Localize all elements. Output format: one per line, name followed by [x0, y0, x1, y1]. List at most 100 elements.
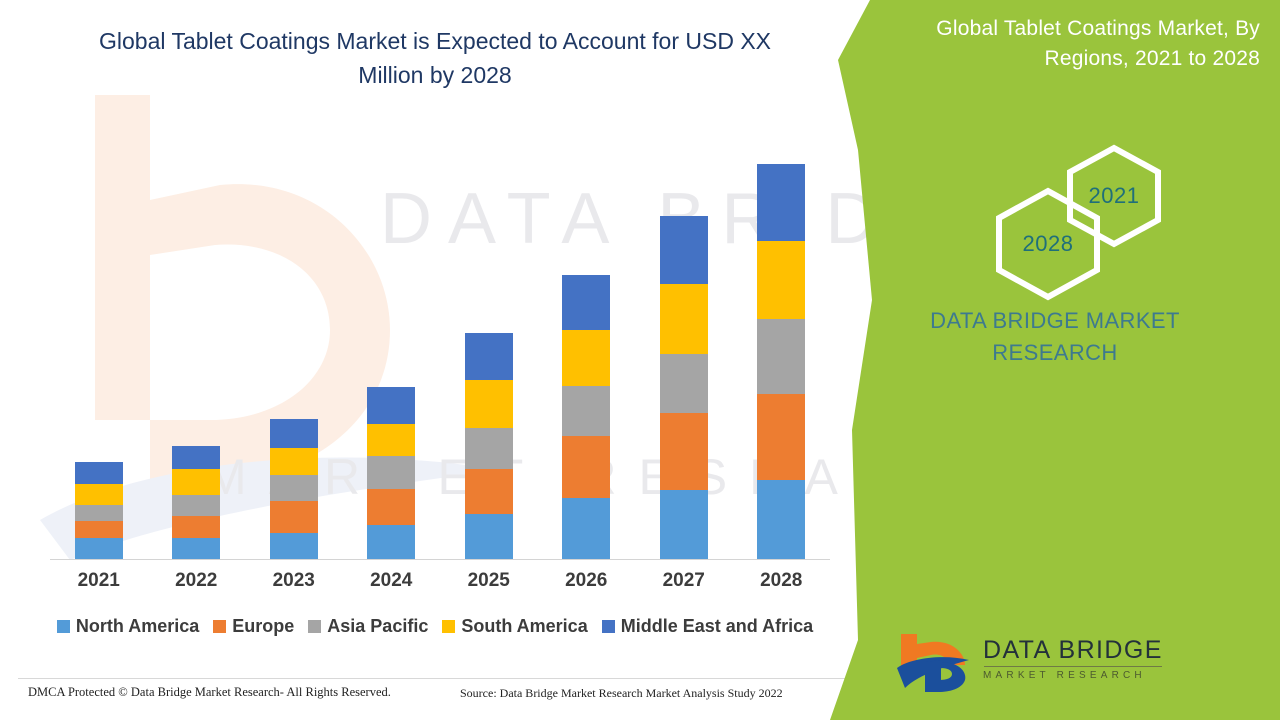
x-axis-tick-label: 2022: [175, 570, 218, 591]
hexagon-icon: [996, 187, 1100, 301]
bar-segment[interactable]: [367, 424, 416, 457]
bar-segment[interactable]: [74, 520, 123, 538]
bar-segment[interactable]: [269, 533, 318, 559]
bar-segment[interactable]: [269, 418, 318, 448]
bar-segment[interactable]: [74, 537, 123, 559]
bar-segment[interactable]: [659, 489, 708, 559]
x-axis-tick-label: 2027: [662, 570, 705, 591]
legend-item[interactable]: Middle East and Africa: [601, 616, 814, 637]
footer-copyright: DMCA Protected © Data Bridge Market Rese…: [28, 685, 391, 699]
bar-stack[interactable]: [464, 333, 513, 559]
bar-stack[interactable]: [562, 274, 611, 559]
legend-swatch: [56, 620, 70, 633]
bar-stack[interactable]: [172, 446, 221, 559]
bar-stack[interactable]: [367, 386, 416, 559]
bar-stack[interactable]: [757, 164, 806, 559]
footer-source: Source: Data Bridge Market Research Mark…: [460, 686, 783, 700]
logo-text: DATA BRIDGE MARKET RESEARCH: [983, 636, 1183, 681]
bar-segment[interactable]: [464, 333, 513, 381]
bar-stack[interactable]: [74, 461, 123, 559]
brand-name-line-2: RESEARCH: [992, 340, 1118, 365]
legend-label: Middle East and Africa: [620, 616, 814, 636]
logo-divider: [984, 666, 1162, 667]
footer-divider: [18, 678, 848, 679]
page-title: Global Tablet Coatings Market is Expecte…: [98, 28, 772, 88]
x-axis-line: [50, 559, 830, 560]
data-bridge-mark-icon: [897, 634, 969, 692]
chart-legend: North America Europe Asia Pacific South Ame…: [40, 616, 830, 637]
bar-segment[interactable]: [464, 514, 513, 559]
bar-group: [50, 150, 830, 559]
hexagon-label-2021: 2021: [1088, 183, 1140, 208]
bar-column: [245, 150, 343, 559]
bar-column: [733, 150, 831, 559]
bar-segment[interactable]: [757, 164, 806, 241]
bar-segment[interactable]: [74, 461, 123, 485]
bar-segment[interactable]: [367, 456, 416, 490]
bar-segment[interactable]: [562, 435, 611, 498]
bar-segment[interactable]: [172, 495, 221, 517]
bar-segment[interactable]: [757, 319, 806, 395]
bar-column: [343, 150, 441, 559]
brand-panel-title: Global Tablet Coatings Market, By Region…: [936, 17, 1260, 70]
bar-segment[interactable]: [562, 274, 611, 331]
bar-segment[interactable]: [172, 537, 221, 559]
bar-segment[interactable]: [74, 504, 123, 521]
logo-sub-text: MARKET RESEARCH: [983, 670, 1146, 681]
bar-segment[interactable]: [659, 284, 708, 354]
bar-stack[interactable]: [659, 216, 708, 559]
bar-segment[interactable]: [659, 216, 708, 285]
bar-segment[interactable]: [464, 469, 513, 515]
legend-label: Asia Pacific: [327, 616, 429, 636]
brand-name: DATA BRIDGE MARKET RESEARCH: [850, 305, 1260, 369]
bar-segment[interactable]: [562, 497, 611, 559]
bar-segment[interactable]: [172, 469, 221, 496]
bar-column: [538, 150, 636, 559]
bar-segment[interactable]: [659, 353, 708, 413]
bar-segment[interactable]: [757, 240, 806, 320]
bar-segment[interactable]: [269, 501, 318, 534]
hexagon-badge-2028: 2028: [995, 187, 1101, 301]
bar-segment[interactable]: [464, 380, 513, 429]
bar-segment[interactable]: [269, 474, 318, 502]
x-axis-tick-label: 2026: [565, 570, 608, 591]
bar-segment[interactable]: [562, 330, 611, 386]
legend-swatch: [442, 620, 456, 633]
x-axis-tick-label: 2023: [272, 570, 315, 591]
bar-segment[interactable]: [659, 412, 708, 490]
x-axis-tick-label: 2021: [77, 570, 120, 591]
legend-swatch: [601, 620, 615, 633]
bar-segment[interactable]: [269, 447, 318, 475]
hexagon-badges: 2021 2028: [985, 140, 1205, 301]
legend-item[interactable]: North America: [56, 616, 199, 637]
bar-segment[interactable]: [367, 524, 416, 559]
bar-segment[interactable]: [172, 516, 221, 538]
x-axis-tick-label: 2028: [760, 570, 803, 591]
legend-label: South America: [461, 616, 588, 636]
bar-segment[interactable]: [367, 489, 416, 525]
x-axis-labels: 2021 2022 2023 2024 2025 2026 2027 2028: [50, 570, 830, 592]
bar-segment[interactable]: [464, 428, 513, 470]
bar-segment[interactable]: [757, 394, 806, 480]
bar-segment[interactable]: [757, 479, 806, 559]
legend-item[interactable]: South America: [442, 616, 588, 637]
bar-column: [50, 150, 148, 559]
hexagon-label-2028: 2028: [1022, 231, 1074, 256]
hexagon-icon: [1067, 144, 1161, 248]
legend-item[interactable]: Asia Pacific: [308, 616, 428, 637]
bar-segment[interactable]: [172, 446, 221, 470]
bar-column: [440, 150, 538, 559]
legend-swatch: [213, 620, 227, 633]
legend-swatch: [308, 620, 322, 633]
bar-column: [635, 150, 733, 559]
bar-stack[interactable]: [269, 418, 318, 559]
bar-column: [148, 150, 246, 559]
bar-segment[interactable]: [562, 385, 611, 436]
brand-panel: Global Tablet Coatings Market, By Region…: [830, 0, 1280, 720]
bar-segment[interactable]: [74, 484, 123, 505]
x-axis-tick-label: 2024: [370, 570, 413, 591]
bar-segment[interactable]: [367, 386, 416, 425]
chart-plot-area: [50, 150, 830, 560]
legend-item[interactable]: Europe: [213, 616, 294, 637]
